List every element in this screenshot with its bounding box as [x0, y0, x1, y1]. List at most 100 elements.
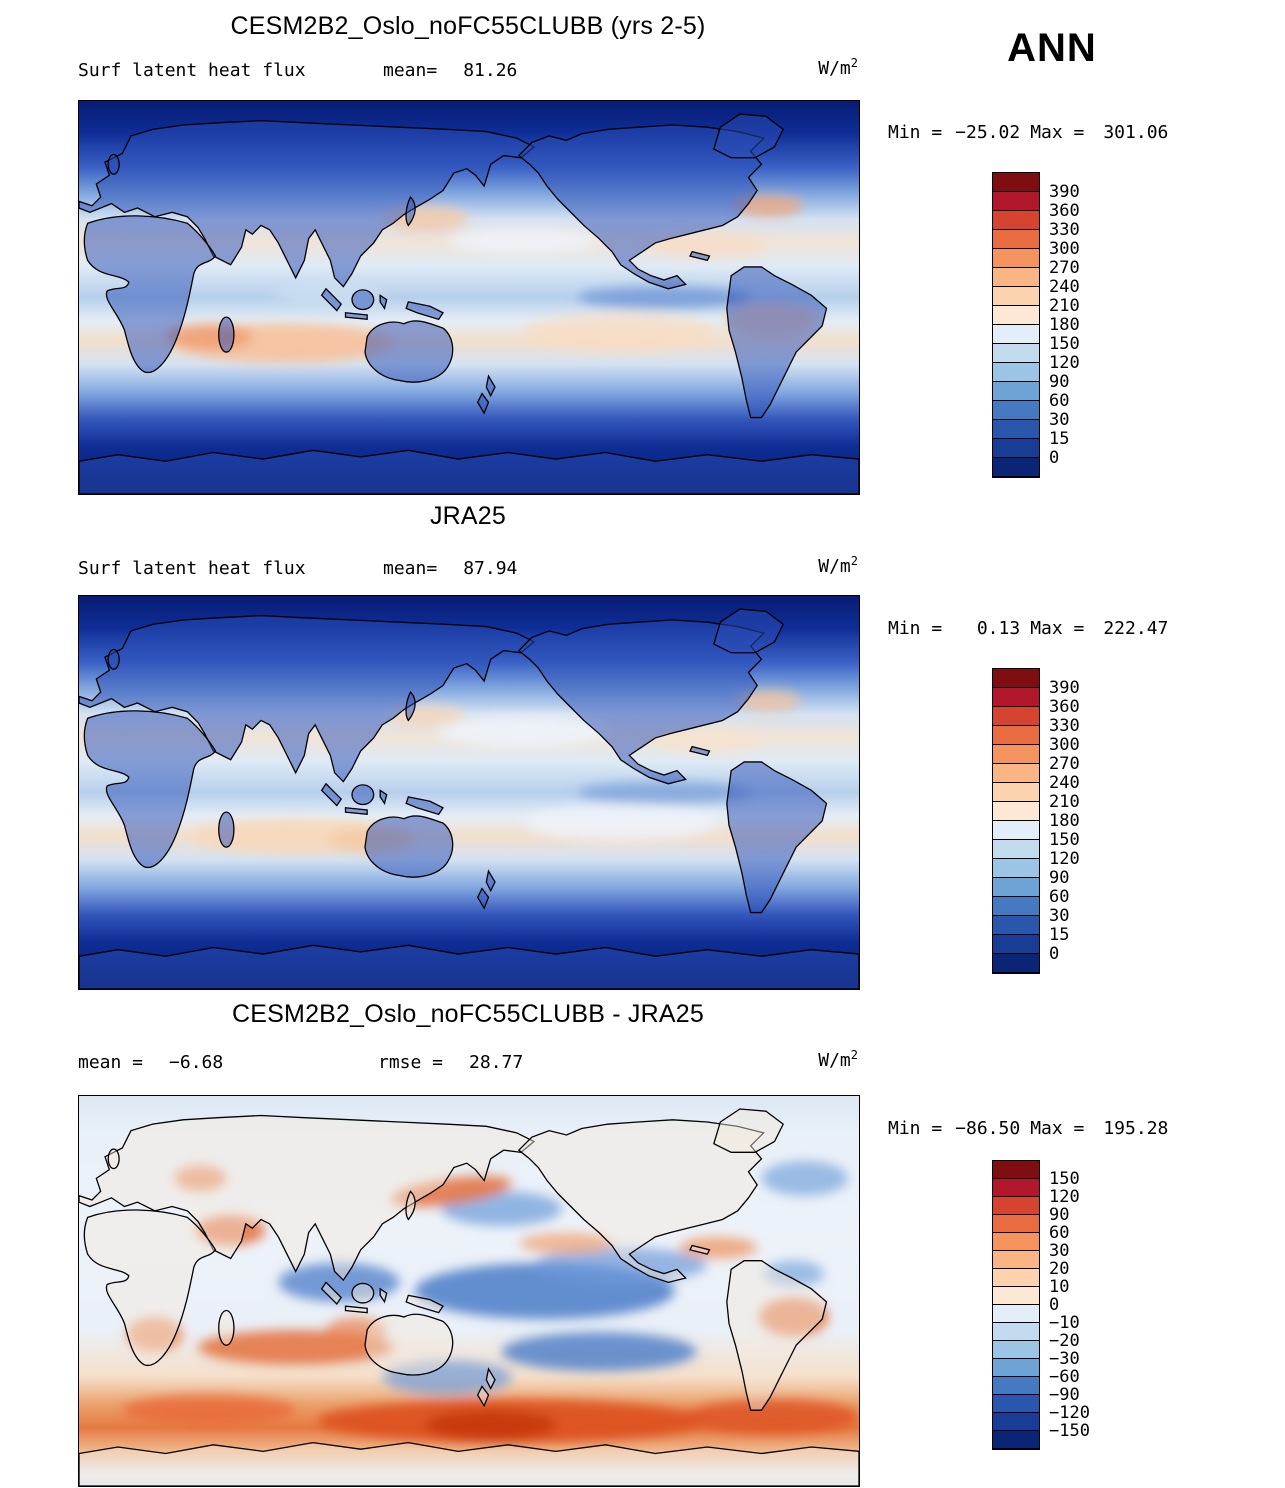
colorbar-segment [993, 802, 1039, 821]
colorbar-tick-label: 210 [1049, 792, 1080, 812]
colorbar-segment [993, 1359, 1039, 1377]
colorbar-tick-label: −120 [1049, 1403, 1090, 1423]
panel-1-subheader: Surf latent heat flux mean= 81.26 W/m2 [78, 56, 858, 84]
colorbar-segment [993, 249, 1039, 268]
colorbar-tick-label: −150 [1049, 1421, 1090, 1441]
colorbar-segment [993, 1215, 1039, 1233]
colorbar-tick-label: 0 [1049, 448, 1060, 468]
max-value: 222.47 [1103, 618, 1169, 639]
colorbar-tick-label: 360 [1049, 697, 1080, 717]
colorbar-segment [993, 173, 1039, 192]
model-flux-map [79, 101, 859, 494]
colorbar-tick-label: 240 [1049, 773, 1080, 793]
colorbar-tick-label: 20 [1049, 1259, 1070, 1279]
min-label: Min = [888, 1118, 943, 1139]
units-label: W/m2 [818, 56, 858, 79]
panel-2-title: JRA25 [429, 502, 507, 530]
min-value: −86.50 [955, 1118, 1021, 1139]
panel-2-minmax: Min = 0.13 Max = 222.47 [888, 618, 1168, 639]
colorbar-segment [993, 1431, 1039, 1449]
colorbar-tick-label: 60 [1049, 887, 1070, 907]
colorbar-segment [993, 669, 1039, 688]
max-value: 195.28 [1103, 1118, 1169, 1139]
panel-1-minmax: Min = −25.02 Max = 301.06 [888, 122, 1168, 143]
colorbar-segment [993, 707, 1039, 726]
field-label: Surf latent heat flux [78, 60, 306, 81]
panel-3-minmax: Min = −86.50 Max = 195.28 [888, 1118, 1168, 1139]
colorbar-tick-label: 330 [1049, 716, 1080, 736]
rmse-value: 28.77 [469, 1052, 524, 1073]
colorbar-segment [993, 1161, 1039, 1179]
colorbar-tick-label: 90 [1049, 868, 1070, 888]
colorbar-tick-label: 120 [1049, 849, 1080, 869]
colorbar-tick-label: 0 [1049, 1295, 1060, 1315]
colorbar-tick-label: 300 [1049, 239, 1080, 259]
season-label: ANN [1007, 26, 1097, 70]
colorbar-segment [993, 306, 1039, 325]
max-value: 301.06 [1103, 122, 1169, 143]
map-panel-model [78, 100, 860, 495]
colorbar-segment [993, 840, 1039, 859]
min-label: Min = [888, 618, 943, 639]
colorbar-segment [993, 1179, 1039, 1197]
colorbar-tick-label: 210 [1049, 296, 1080, 316]
colorbar-tick-label: 180 [1049, 315, 1080, 335]
max-label: Max = [1030, 1118, 1085, 1139]
colorbar-segment [993, 230, 1039, 249]
colorbar-segment [993, 954, 1039, 973]
mean-value: 87.94 [463, 558, 518, 579]
colorbar-segment [993, 1377, 1039, 1395]
colorbar-tick-label: 60 [1049, 391, 1070, 411]
colorbar-segment [993, 192, 1039, 211]
min-label: Min = [888, 122, 943, 143]
mean-readout: mean = −6.68 [78, 1052, 223, 1073]
colorbar-panel-1: 390 360 330 300 270 240 210 180 150 120 90 60 30 15 0 [992, 172, 1080, 478]
colorbar-tick-label: −30 [1049, 1349, 1080, 1369]
colorbar-tick-label: 180 [1049, 811, 1080, 831]
colorbar-segment [993, 745, 1039, 764]
colorbar-segment [993, 783, 1039, 802]
colorbar-segment [993, 1413, 1039, 1431]
colorbar-tick-label: 150 [1049, 830, 1080, 850]
colorbar-segment [993, 325, 1039, 344]
map-panel-obs [78, 595, 860, 990]
colorbar-segment [993, 382, 1039, 401]
colorbar-segment [993, 287, 1039, 306]
colorbar-tick-label: 390 [1049, 182, 1080, 202]
colorbar-segment [993, 821, 1039, 840]
colorbar-tick-label: −60 [1049, 1367, 1080, 1387]
colorbar-tick-label: 120 [1049, 353, 1080, 373]
colorbar-segment [993, 1287, 1039, 1305]
colorbar-tick-label: −20 [1049, 1331, 1080, 1351]
map-panel-diff [78, 1095, 860, 1487]
rmse-readout: rmse = 28.77 [378, 1052, 523, 1073]
colorbar-segment [993, 344, 1039, 363]
colorbar-segment [993, 439, 1039, 458]
colorbar-panel-2: 390 360 330 300 270 240 210 180 150 120 90 60 30 15 0 [992, 668, 1080, 974]
colorbar-tick-label: 90 [1049, 372, 1070, 392]
colorbar-segment [993, 1269, 1039, 1287]
rmse-label: rmse = [378, 1052, 444, 1073]
mean-label: mean= [383, 60, 438, 81]
min-value: 0.13 [976, 618, 1021, 639]
colorbar-segment [993, 363, 1039, 382]
colorbar-segment [993, 1197, 1039, 1215]
units-label: W/m2 [818, 554, 858, 577]
colorbar-tick-label: 240 [1049, 277, 1080, 297]
colorbar-tick-label: 300 [1049, 735, 1080, 755]
colorbar-segment [993, 1395, 1039, 1413]
colorbar-segment [993, 1305, 1039, 1323]
colorbar-tick-label: 0 [1049, 944, 1060, 964]
panel-3-title: CESM2B2_Oslo_noFC55CLUBB - JRA25 [232, 1000, 704, 1028]
colorbar-tick-label: 10 [1049, 1277, 1070, 1297]
colorbar-segment [993, 859, 1039, 878]
colorbar-tick-label: 60 [1049, 1223, 1070, 1243]
colorbar-tick-label: 30 [1049, 410, 1070, 430]
colorbar-segment [993, 211, 1039, 230]
colorbar-tick-label: 390 [1049, 678, 1080, 698]
min-value: −25.02 [955, 122, 1021, 143]
colorbar-tick-label: 15 [1049, 429, 1070, 449]
colorbar-tick-label: −10 [1049, 1313, 1080, 1333]
colorbar-segment [993, 401, 1039, 420]
units-label: W/m2 [818, 1048, 858, 1071]
